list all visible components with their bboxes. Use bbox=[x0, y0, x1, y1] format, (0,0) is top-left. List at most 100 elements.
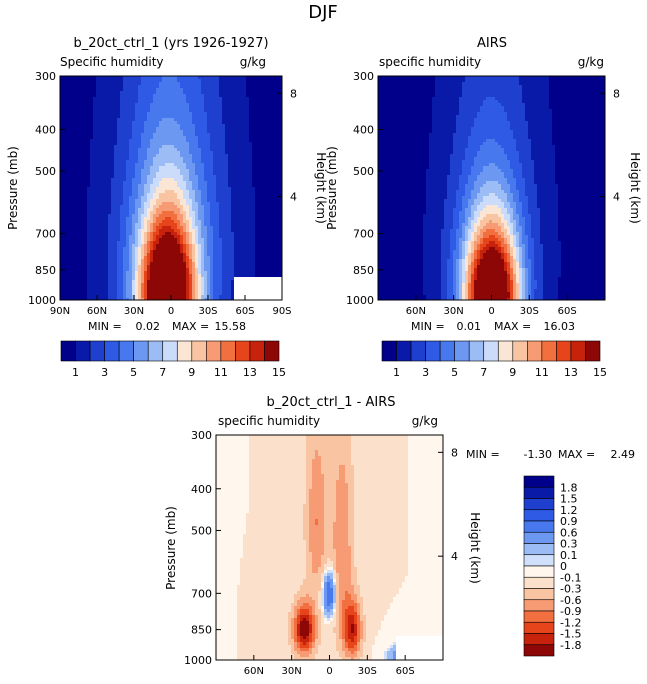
colorbar-box bbox=[264, 340, 280, 362]
colorbar-label: 1.5 bbox=[560, 493, 578, 506]
colorbar-label: 0.6 bbox=[560, 526, 578, 539]
panel-model-min-value: 0.02 bbox=[136, 320, 161, 333]
xtick-label: 90S bbox=[272, 306, 291, 317]
colorbar-box bbox=[396, 340, 412, 362]
colorbar-diff: 1.81.51.20.90.60.30.10-0.1-0.3-0.6-0.9-1… bbox=[523, 475, 581, 657]
panel-airs-contours bbox=[378, 76, 606, 301]
panel-airs-min-value: 0.01 bbox=[457, 320, 482, 333]
panel-model-subtitle: Specific humidity bbox=[60, 55, 164, 69]
colorbar-box bbox=[523, 554, 555, 567]
colorbar-label: 9 bbox=[509, 366, 516, 379]
panel-model-max-label: MAX = bbox=[172, 320, 209, 333]
colorbar-label: 1.2 bbox=[560, 504, 578, 517]
panel-diff-y2label: Height (km) bbox=[468, 512, 482, 583]
colorbar-box bbox=[176, 340, 193, 362]
colorbar-label: 3 bbox=[101, 366, 108, 379]
panel-model-units: g/kg bbox=[240, 55, 266, 69]
colorbar-model: 1 3 5 7 9 11 13 15 bbox=[60, 340, 286, 379]
panel-airs-max-label: MAX = bbox=[494, 320, 531, 333]
ytick-label: 850 bbox=[353, 264, 374, 277]
xtick-label: 60N bbox=[406, 306, 426, 317]
colorbar-label: -0.9 bbox=[560, 605, 581, 618]
colorbar-box bbox=[454, 340, 470, 362]
ytick-label: 500 bbox=[353, 165, 374, 178]
colorbar-box bbox=[75, 340, 91, 362]
colorbar-label: -1.5 bbox=[560, 628, 581, 641]
panel-airs-subtitle: specific humidity bbox=[379, 55, 481, 69]
colorbar-box bbox=[191, 340, 207, 362]
panel-model-min-label: MIN = bbox=[88, 320, 122, 333]
xtick-label: 30S bbox=[520, 306, 539, 317]
panel-diff-xticks: 60N 30N 0 30S 60S bbox=[244, 655, 415, 677]
colorbar-label: 7 bbox=[480, 366, 487, 379]
colorbar-label: 13 bbox=[243, 366, 257, 379]
colorbar-box bbox=[133, 340, 149, 362]
panel-diff-title: b_20ct_ctrl_1 - AIRS bbox=[267, 395, 396, 410]
panel-diff: b_20ct_ctrl_1 - AIRS specific humidity g… bbox=[164, 395, 635, 677]
panel-diff-subtitle: specific humidity bbox=[218, 414, 320, 428]
ytick-label: 500 bbox=[191, 524, 212, 537]
colorbar-label: -0.1 bbox=[560, 571, 581, 584]
panel-airs-xticks: 60N 30N 0 30S 60S bbox=[406, 295, 577, 317]
y2tick-label: 8 bbox=[451, 446, 458, 459]
ytick-label: 700 bbox=[35, 228, 56, 241]
colorbar-box bbox=[89, 340, 105, 362]
panel-airs-title: AIRS bbox=[477, 36, 507, 51]
ytick-label: 1000 bbox=[28, 294, 56, 307]
colorbar-box bbox=[523, 531, 555, 544]
colorbar-box bbox=[527, 340, 543, 362]
colorbar-box bbox=[147, 340, 164, 362]
colorbar-box bbox=[512, 340, 528, 362]
panel-diff-missing-region bbox=[396, 636, 443, 660]
xtick-label: 60S bbox=[396, 666, 415, 677]
colorbar-box bbox=[523, 498, 555, 511]
panel-diff-max-value: 2.49 bbox=[611, 448, 636, 461]
panel-airs-y2label: Height (km) bbox=[628, 152, 642, 223]
colorbar-box bbox=[556, 340, 572, 362]
colorbar-box bbox=[523, 621, 555, 634]
colorbar-box bbox=[523, 509, 555, 522]
ytick-label: 1000 bbox=[346, 294, 374, 307]
panel-diff-min-label: MIN = bbox=[466, 448, 500, 461]
panel-airs-units: g/kg bbox=[578, 55, 604, 69]
colorbar-box bbox=[104, 340, 120, 362]
colorbar-box bbox=[483, 340, 499, 362]
panel-model-title: b_20ct_ctrl_1 (yrs 1926-1927) bbox=[73, 36, 268, 51]
colorbar-box bbox=[497, 340, 514, 362]
panel-diff-yticks: 300 400 500 700 850 1000 bbox=[184, 429, 221, 667]
panel-airs-y2ticks: 84 bbox=[600, 87, 620, 204]
panel-model-ylabel: Pressure (mb) bbox=[6, 146, 20, 230]
panel-airs: AIRS specific humidity g/kg Pressure (mb… bbox=[325, 36, 642, 333]
colorbar-box bbox=[249, 340, 265, 362]
colorbar-box bbox=[523, 599, 555, 612]
colorbar-box bbox=[523, 644, 555, 657]
colorbar-box bbox=[410, 340, 426, 362]
colorbar-label: 15 bbox=[593, 366, 607, 379]
colorbar-label: 0.1 bbox=[560, 549, 578, 562]
xtick-label: 90N bbox=[50, 306, 70, 317]
xtick-label: 60S bbox=[558, 306, 577, 317]
colorbar-box bbox=[220, 340, 236, 362]
xtick-label: 30N bbox=[282, 666, 302, 677]
colorbar-label: 1 bbox=[393, 366, 400, 379]
panel-model-xticks: 90N 60N 30N 0 30S 60S 90S bbox=[50, 295, 292, 317]
colorbar-box bbox=[585, 340, 601, 362]
panel-airs-min-label: MIN = bbox=[411, 320, 445, 333]
colorbar-box bbox=[118, 340, 134, 362]
colorbar-label: 1.8 bbox=[560, 481, 578, 494]
ytick-label: 400 bbox=[191, 483, 212, 496]
colorbar-box bbox=[523, 520, 555, 533]
ytick-label: 300 bbox=[191, 429, 212, 442]
xtick-label: 30S bbox=[198, 306, 217, 317]
panel-model: b_20ct_ctrl_1 (yrs 1926-1927) Specific h… bbox=[6, 36, 328, 333]
y2tick-label: 4 bbox=[613, 191, 620, 204]
colorbar-box bbox=[162, 340, 178, 362]
colorbar-box bbox=[523, 588, 555, 601]
colorbar-box bbox=[523, 486, 555, 499]
colorbar-label: -1.8 bbox=[560, 639, 581, 652]
panel-airs-max-value: 16.03 bbox=[544, 320, 576, 333]
xtick-label: 60N bbox=[87, 306, 107, 317]
ytick-label: 300 bbox=[353, 70, 374, 83]
panel-model-max-value: 15.58 bbox=[215, 320, 247, 333]
